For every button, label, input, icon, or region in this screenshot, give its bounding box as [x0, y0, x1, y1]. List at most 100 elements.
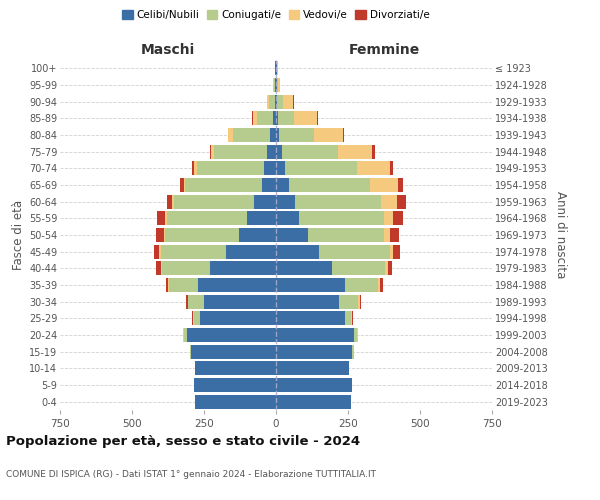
Bar: [275, 62, 276, 76]
Bar: [188, 294, 276, 308]
Y-axis label: Fasce di età: Fasce di età: [11, 200, 25, 270]
Bar: [276, 128, 344, 142]
Bar: [184, 178, 276, 192]
Bar: [276, 394, 351, 409]
Bar: [227, 128, 276, 142]
Bar: [157, 211, 276, 226]
Bar: [196, 361, 276, 376]
Bar: [275, 62, 276, 76]
Bar: [276, 194, 397, 209]
Bar: [276, 278, 383, 292]
Bar: [276, 294, 358, 308]
Bar: [165, 228, 276, 242]
Bar: [276, 194, 406, 209]
Bar: [276, 211, 403, 226]
Bar: [276, 344, 354, 359]
Text: COMUNE DI ISPICA (RG) - Dati ISTAT 1° gennaio 2024 - Elaborazione TUTTITALIA.IT: COMUNE DI ISPICA (RG) - Dati ISTAT 1° ge…: [6, 470, 376, 479]
Bar: [270, 128, 276, 142]
Bar: [276, 394, 351, 409]
Bar: [191, 344, 276, 359]
Bar: [276, 178, 403, 192]
Bar: [268, 94, 276, 109]
Bar: [200, 311, 276, 326]
Bar: [276, 112, 318, 126]
Bar: [276, 328, 354, 342]
Bar: [276, 128, 314, 142]
Bar: [276, 211, 392, 226]
Bar: [226, 244, 276, 259]
Bar: [276, 162, 393, 175]
Bar: [275, 62, 276, 76]
Bar: [194, 378, 276, 392]
Bar: [188, 294, 276, 308]
Bar: [275, 94, 276, 109]
Bar: [183, 328, 276, 342]
Bar: [276, 278, 345, 292]
Bar: [172, 194, 276, 209]
Y-axis label: Anni di nascita: Anni di nascita: [554, 192, 567, 278]
Bar: [194, 162, 276, 175]
Bar: [276, 311, 352, 326]
Bar: [276, 294, 340, 308]
Bar: [276, 344, 354, 359]
Bar: [276, 261, 385, 276]
Bar: [185, 178, 276, 192]
Bar: [273, 112, 276, 126]
Bar: [160, 244, 276, 259]
Bar: [276, 194, 295, 209]
Bar: [276, 294, 359, 308]
Bar: [276, 378, 352, 392]
Bar: [210, 144, 276, 159]
Bar: [276, 62, 278, 76]
Bar: [276, 211, 384, 226]
Bar: [214, 144, 276, 159]
Bar: [197, 162, 276, 175]
Bar: [276, 62, 277, 76]
Bar: [276, 378, 352, 392]
Bar: [276, 278, 378, 292]
Bar: [276, 178, 370, 192]
Bar: [276, 78, 278, 92]
Bar: [276, 261, 388, 276]
Bar: [276, 78, 280, 92]
Bar: [211, 144, 276, 159]
Bar: [154, 244, 276, 259]
Bar: [276, 178, 398, 192]
Bar: [194, 378, 276, 392]
Bar: [193, 311, 276, 326]
Bar: [276, 228, 399, 242]
Bar: [247, 211, 276, 226]
Bar: [276, 294, 361, 308]
Bar: [276, 211, 299, 226]
Bar: [196, 394, 276, 409]
Bar: [276, 144, 338, 159]
Bar: [276, 311, 352, 326]
Bar: [233, 128, 276, 142]
Bar: [276, 194, 381, 209]
Bar: [167, 194, 276, 209]
Bar: [196, 394, 276, 409]
Bar: [194, 378, 276, 392]
Bar: [276, 244, 390, 259]
Bar: [276, 94, 277, 109]
Bar: [276, 378, 352, 392]
Bar: [276, 378, 352, 392]
Bar: [157, 261, 276, 276]
Bar: [166, 278, 276, 292]
Bar: [262, 178, 276, 192]
Bar: [276, 344, 352, 359]
Bar: [276, 112, 278, 126]
Bar: [276, 361, 349, 376]
Bar: [276, 278, 380, 292]
Bar: [190, 344, 276, 359]
Bar: [276, 162, 356, 175]
Bar: [193, 311, 276, 326]
Bar: [194, 311, 276, 326]
Bar: [276, 112, 317, 126]
Bar: [276, 261, 332, 276]
Bar: [190, 344, 276, 359]
Bar: [269, 94, 276, 109]
Bar: [276, 394, 351, 409]
Bar: [268, 94, 276, 109]
Bar: [276, 244, 319, 259]
